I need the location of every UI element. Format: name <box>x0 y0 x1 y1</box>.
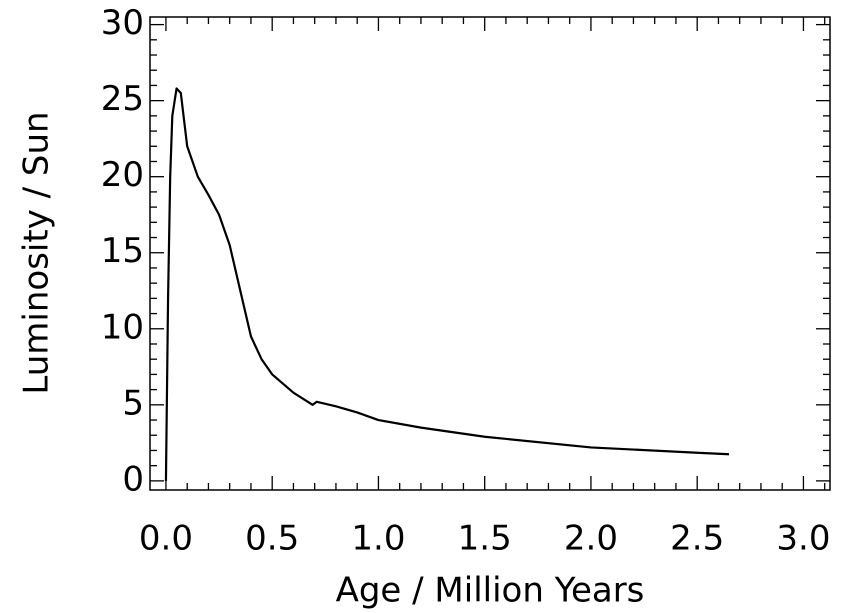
y-tick-label: 15 <box>101 231 144 271</box>
y-tick-label: 30 <box>101 3 144 43</box>
plot-frame <box>149 16 831 491</box>
x-tick-label: 0.5 <box>245 519 299 559</box>
y-tick-label: 20 <box>101 155 144 195</box>
y-tick-label: 5 <box>122 383 144 423</box>
x-axis-title: Age / Million Years <box>336 571 645 611</box>
y-axis-title: Luminosity / Sun <box>17 111 57 394</box>
data-line <box>164 87 730 481</box>
x-tick-label: 1.5 <box>458 519 512 559</box>
x-tick-label: 1.0 <box>351 519 405 559</box>
y-tick-label: 25 <box>101 79 144 119</box>
y-tick-label: 0 <box>122 459 144 499</box>
x-tick-label: 0.0 <box>139 519 193 559</box>
x-tick-label: 2.5 <box>670 519 724 559</box>
x-tick-label: 3.0 <box>776 519 830 559</box>
x-tick-label: 2.0 <box>564 519 618 559</box>
y-tick-label: 10 <box>101 307 144 347</box>
